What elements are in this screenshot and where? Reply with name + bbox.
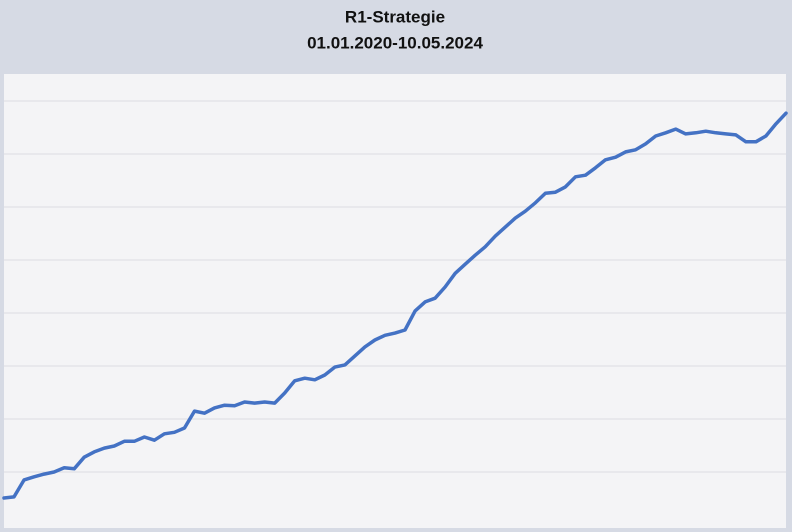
chart-title: R1-Strategie [345, 7, 445, 26]
plot-area [4, 74, 786, 528]
line [2, 111, 788, 500]
chart-subtitle: 01.01.2020-10.05.2024 [307, 33, 483, 52]
